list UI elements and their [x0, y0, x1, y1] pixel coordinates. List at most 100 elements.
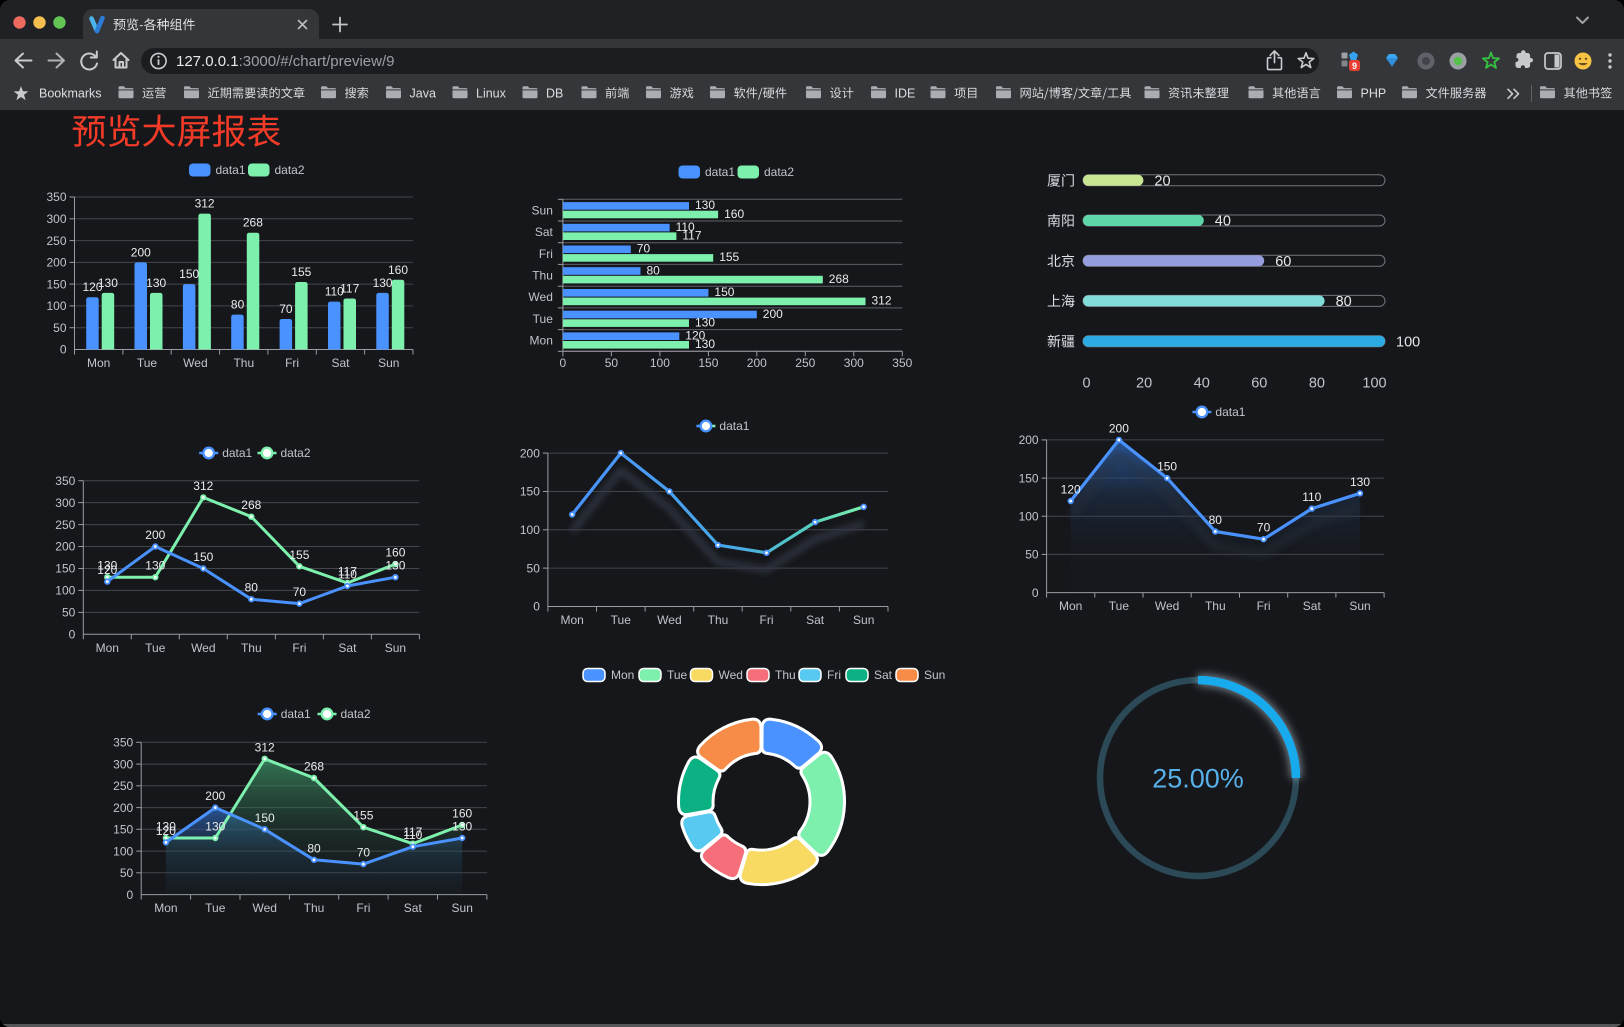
svg-text:120: 120	[97, 563, 117, 577]
svg-text:80: 80	[231, 298, 245, 312]
svg-text:Sat: Sat	[404, 901, 423, 915]
svg-text:268: 268	[243, 216, 263, 230]
svg-text:Fri: Fri	[539, 247, 553, 261]
svg-text:150: 150	[698, 356, 718, 370]
svg-text:Sun: Sun	[378, 356, 399, 370]
svg-text:250: 250	[795, 356, 815, 370]
svg-text:Wed: Wed	[657, 613, 681, 627]
svg-text:117: 117	[403, 825, 422, 839]
svg-text:200: 200	[113, 801, 133, 815]
svg-text:268: 268	[241, 498, 261, 512]
svg-text:Tue: Tue	[667, 668, 688, 682]
svg-text:130: 130	[695, 198, 715, 212]
svg-text:130: 130	[146, 276, 166, 290]
svg-text:120: 120	[1061, 483, 1081, 497]
svg-text:200: 200	[131, 245, 151, 259]
svg-text:150: 150	[46, 277, 66, 291]
svg-text:200: 200	[747, 356, 767, 370]
svg-text:data1: data1	[1215, 405, 1245, 419]
svg-text:Fri: Fri	[292, 641, 306, 655]
svg-text:Sat: Sat	[806, 613, 825, 627]
svg-text:Mon: Mon	[154, 901, 177, 915]
svg-text:40: 40	[1215, 214, 1231, 230]
svg-text:50: 50	[605, 356, 619, 370]
svg-text:150: 150	[520, 485, 540, 499]
svg-text:250: 250	[113, 779, 133, 793]
svg-text:25.00%: 25.00%	[1152, 764, 1244, 794]
svg-text:data2: data2	[281, 446, 311, 460]
svg-text:Tue: Tue	[533, 312, 554, 326]
svg-text:130: 130	[373, 276, 393, 290]
svg-text:130: 130	[97, 559, 117, 573]
svg-text:268: 268	[304, 760, 324, 774]
svg-text:Sat: Sat	[331, 356, 350, 370]
svg-text:0: 0	[533, 600, 540, 614]
svg-text:60: 60	[1275, 254, 1291, 270]
svg-text:117: 117	[340, 282, 359, 296]
svg-text:Tue: Tue	[611, 613, 632, 627]
svg-text:268: 268	[829, 272, 849, 286]
svg-text:Linux: Linux	[476, 86, 507, 100]
svg-text:200: 200	[205, 789, 225, 803]
svg-text:200: 200	[763, 307, 783, 321]
svg-text:130: 130	[1350, 475, 1370, 489]
svg-text:160: 160	[724, 207, 744, 221]
svg-text:0: 0	[60, 343, 67, 357]
svg-text:Sat: Sat	[874, 668, 893, 682]
svg-text:PHP: PHP	[1361, 86, 1387, 100]
svg-text:Thu: Thu	[233, 356, 254, 370]
svg-text:150: 150	[1157, 460, 1177, 474]
svg-text:130: 130	[98, 276, 118, 290]
svg-text:0: 0	[69, 628, 76, 642]
svg-text:0: 0	[560, 356, 567, 370]
svg-text:Thu: Thu	[532, 269, 553, 283]
svg-text:Wed: Wed	[183, 356, 207, 370]
svg-text:120: 120	[82, 280, 102, 294]
svg-text:Thu: Thu	[304, 901, 325, 915]
svg-text:Mon: Mon	[611, 668, 634, 682]
svg-text:Sun: Sun	[853, 613, 874, 627]
svg-text:150: 150	[179, 267, 199, 281]
svg-text:Sat: Sat	[1303, 599, 1322, 613]
svg-text:20: 20	[1136, 375, 1152, 391]
svg-text:Fri: Fri	[285, 356, 299, 370]
svg-text:100: 100	[1396, 334, 1420, 350]
svg-text:Wed: Wed	[191, 641, 215, 655]
svg-text:130: 130	[205, 820, 225, 834]
svg-text:80: 80	[1336, 294, 1352, 310]
svg-text:Sat: Sat	[535, 225, 554, 239]
svg-text:100: 100	[1362, 375, 1386, 391]
svg-text:250: 250	[55, 518, 75, 532]
svg-text:Fri: Fri	[827, 668, 841, 682]
svg-text:150: 150	[714, 285, 734, 299]
svg-text:Sun: Sun	[532, 203, 553, 217]
svg-text:100: 100	[520, 523, 540, 537]
svg-text:312: 312	[872, 294, 892, 308]
svg-text:70: 70	[637, 242, 651, 256]
svg-text:Wed: Wed	[528, 290, 552, 304]
svg-text:data2: data2	[275, 163, 305, 177]
svg-text:200: 200	[46, 256, 66, 270]
svg-text:0: 0	[127, 888, 134, 902]
svg-text:155: 155	[353, 809, 373, 823]
svg-text:Tue: Tue	[1109, 599, 1130, 613]
svg-text:80: 80	[1209, 513, 1223, 527]
svg-text:60: 60	[1251, 375, 1267, 391]
svg-text:Mon: Mon	[87, 356, 110, 370]
svg-text:Thu: Thu	[1205, 599, 1226, 613]
svg-text:150: 150	[1019, 471, 1039, 485]
svg-text:100: 100	[650, 356, 670, 370]
svg-text:Fri: Fri	[356, 901, 370, 915]
svg-text:Bookmarks: Bookmarks	[39, 86, 102, 100]
svg-text:50: 50	[1025, 548, 1039, 562]
svg-text:150: 150	[193, 550, 213, 564]
svg-text:Thu: Thu	[708, 613, 729, 627]
svg-text:100: 100	[1019, 510, 1039, 524]
svg-text:200: 200	[145, 528, 165, 542]
svg-text:Thu: Thu	[241, 641, 262, 655]
svg-text:9: 9	[1352, 61, 1357, 71]
svg-text:130: 130	[695, 315, 715, 329]
svg-text:Sun: Sun	[385, 641, 406, 655]
svg-text:130: 130	[695, 337, 715, 351]
svg-text:0: 0	[1082, 375, 1090, 391]
